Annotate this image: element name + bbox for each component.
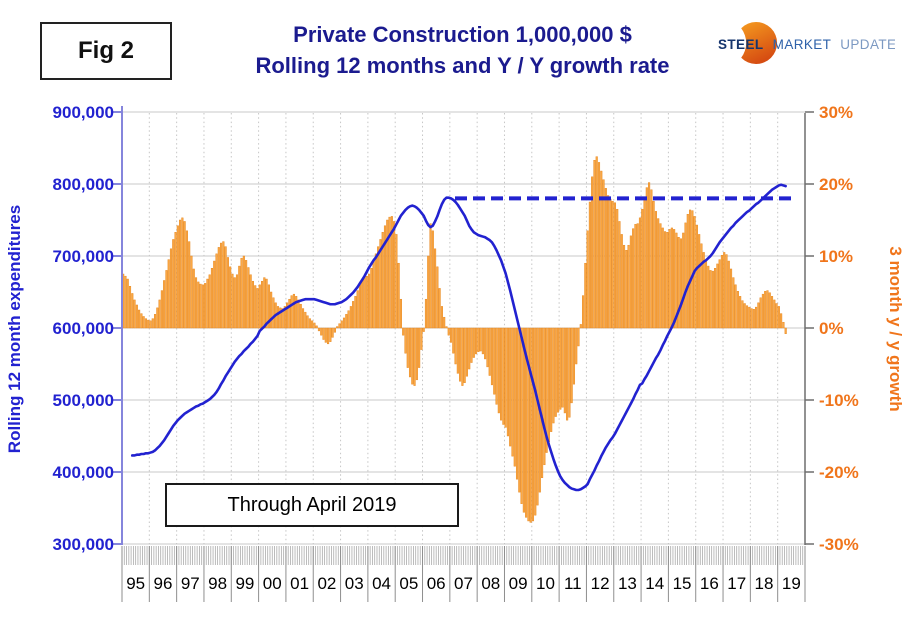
axes — [113, 106, 814, 545]
left-axis-tick-label: 900,000 — [53, 103, 114, 122]
left-axis-tick-label: 500,000 — [53, 391, 114, 410]
chart-title-line1: Private Construction 1,000,000 $ — [293, 22, 632, 47]
x-axis-year-label: 18 — [755, 574, 774, 593]
month-tick-comb — [121, 546, 806, 602]
left-axis-tick-label: 600,000 — [53, 319, 114, 338]
x-axis-year-label: 05 — [399, 574, 418, 593]
right-axis-tick-label: 0% — [819, 319, 844, 338]
left-axis-tick-label: 300,000 — [53, 535, 114, 554]
x-axis-year-label: 13 — [618, 574, 637, 593]
svg-text:STEEL MARKET UPDAT: STEEL MARKET UPDATE — [718, 37, 895, 52]
x-axis-year-label: 19 — [782, 574, 801, 593]
x-axis-year-label: 14 — [645, 574, 664, 593]
right-axis-tick-label: 20% — [819, 175, 853, 194]
chart-title-line2: Rolling 12 months and Y / Y growth rate — [255, 53, 670, 78]
right-axis-tick-label: 30% — [819, 103, 853, 122]
x-axis-year-label: 01 — [290, 574, 309, 593]
x-axis-year-label: 95 — [126, 574, 145, 593]
gridlines — [121, 111, 806, 545]
right-axis-tick-label: 10% — [819, 247, 853, 266]
x-axis-year-label: 99 — [235, 574, 254, 593]
annotation-box: Through April 2019 — [165, 483, 459, 527]
annotation-text: Through April 2019 — [227, 493, 397, 516]
x-axis-year-label: 02 — [317, 574, 336, 593]
x-axis-year-label: 12 — [591, 574, 610, 593]
x-axis-year-label: 04 — [372, 574, 391, 593]
steel-market-update-logo: STEEL MARKET UPDATE — [718, 22, 895, 64]
right-axis-tick-label: -20% — [819, 463, 859, 482]
x-axis-year-label: 06 — [427, 574, 446, 593]
logo-word-steel: STEEL — [718, 37, 764, 52]
left-axis-tick-label: 700,000 — [53, 247, 114, 266]
x-axis-year-label: 96 — [154, 574, 173, 593]
right-axis-title: 3 month y / y growth — [886, 246, 905, 411]
right-axis-tick-label: -30% — [819, 535, 859, 554]
right-axis-tick-label: -10% — [819, 391, 859, 410]
axis-tick-labels: 900,000 800,000 700,000 600,000 500,000 400,0… — [53, 103, 859, 593]
chart-title: Private Construction 1,000,000 $ Rolling… — [130, 19, 795, 81]
x-axis-year-label: 15 — [673, 574, 692, 593]
line-series-rolling-12-month — [130, 183, 787, 492]
left-axis-tick-label: 400,000 — [53, 463, 114, 482]
x-axis-year-label: 03 — [345, 574, 364, 593]
left-axis-title: Rolling 12 month expenditures — [5, 205, 24, 453]
bar-series-yy-growth — [122, 156, 787, 523]
x-axis-year-label: 11 — [564, 574, 582, 593]
logo-word-market: MARKET — [773, 37, 831, 52]
x-axis-year-label: 16 — [700, 574, 719, 593]
x-axis-year-label: 08 — [481, 574, 500, 593]
x-axis-year-label: 09 — [509, 574, 528, 593]
logo-crescent-icon — [741, 22, 778, 64]
logo-word-update: UPDATE — [840, 37, 895, 52]
figure-label-box: Fig 2 — [40, 22, 172, 80]
left-axis-tick-label: 800,000 — [53, 175, 114, 194]
x-axis-year-label: 97 — [181, 574, 200, 593]
x-axis-year-label: 10 — [536, 574, 555, 593]
x-axis-year-label: 07 — [454, 574, 473, 593]
x-axis-year-label: 98 — [208, 574, 227, 593]
figure-label: Fig 2 — [77, 37, 134, 64]
x-axis-year-label: 00 — [263, 574, 282, 593]
x-axis-year-label: 17 — [727, 574, 746, 593]
